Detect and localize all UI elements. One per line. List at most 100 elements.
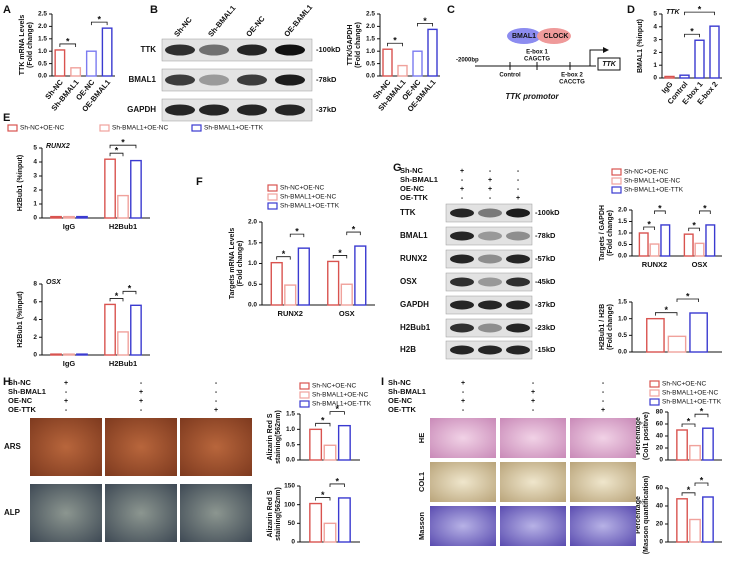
significance-bracket: [684, 33, 700, 38]
y-tick-label: 2: [33, 187, 37, 194]
panel-label: C: [447, 4, 455, 16]
y-tick-label: 4: [653, 24, 657, 31]
significance-bracket: [684, 11, 715, 16]
condition-sign: -: [461, 177, 464, 184]
panel-label: D: [627, 4, 635, 16]
blot-row-label: OSX: [400, 277, 418, 286]
bar: [76, 215, 88, 219]
row-label: HE: [417, 433, 426, 443]
micrograph: [105, 484, 177, 542]
bar: [337, 497, 351, 543]
blot-row-label: H2B: [400, 345, 416, 354]
bar: [50, 215, 62, 219]
y-tick-label: 1.5: [248, 239, 257, 246]
y-axis-label: Alizarin Red S: [267, 413, 274, 460]
y-tick-label: 40: [656, 433, 664, 440]
condition-sign: -: [517, 168, 520, 175]
y-tick-label: 60: [656, 485, 664, 492]
significance-mark: *: [698, 5, 702, 15]
significance-mark: *: [295, 227, 299, 237]
y-tick-label: 0.5: [286, 441, 295, 448]
y-axis-label: H2Bub1 (%input): [17, 291, 24, 347]
x-tick-label: IgG: [63, 222, 76, 231]
y-tick-label: 3: [653, 36, 657, 43]
lane-label: OE-BAML1: [282, 3, 314, 39]
significance-bracket: [109, 298, 124, 302]
blot-row-label: GAPDH: [400, 300, 429, 309]
panel-label: B: [150, 4, 158, 16]
y-tick-label: 40: [656, 503, 664, 510]
y-axis-label: (Fold change): [607, 210, 614, 256]
bar: [130, 304, 142, 356]
legend-label: Sh-BMAL1+OE-NC: [112, 125, 168, 132]
significance-bracket: [688, 227, 700, 232]
y-tick-label: 5: [33, 145, 37, 152]
condition-sign: +: [139, 389, 143, 396]
y-tick-label: 2.0: [38, 23, 47, 30]
condition-sign: +: [531, 389, 535, 396]
y-axis-label: Targets / GAPDH: [599, 205, 606, 261]
y-tick-label: 1.5: [38, 36, 47, 43]
condition-label: OE-TTK: [400, 193, 428, 202]
condition-sign: +: [531, 398, 535, 405]
y-axis-label: Alizarin Red S: [267, 490, 274, 537]
blot-band: [506, 231, 530, 241]
legend-label: Sh-NC+OE-NC: [312, 383, 357, 390]
condition-label: Sh-BMAL1: [400, 175, 438, 184]
significance-bracket: [329, 483, 345, 487]
x-tick-label: RUNX2: [642, 260, 667, 269]
blot-size-label: -100kD: [316, 45, 341, 54]
legend-label: Sh-NC+OE-NC: [20, 125, 65, 132]
y-axis-label: (Fold change): [237, 241, 244, 287]
blot-band: [275, 74, 305, 86]
lane-label: OE-NC: [244, 14, 267, 39]
legend-swatch: [99, 124, 110, 132]
significance-mark: *: [393, 36, 397, 46]
micrograph: [105, 418, 177, 476]
blot-band: [275, 104, 305, 116]
blot-band: [450, 208, 474, 218]
condition-sign: +: [516, 195, 520, 202]
condition-sign: -: [602, 380, 605, 387]
condition-sign: -: [140, 380, 143, 387]
y-tick-label: 0.5: [248, 281, 257, 288]
condition-sign: -: [215, 389, 218, 396]
bar-chart: 0.0 0.5 1.0 1.5 2.0 Targets mRNA Levels (Fold …: [229, 184, 375, 318]
lane-label: Sh-NC: [172, 15, 194, 39]
legend-swatch: [611, 168, 622, 176]
x-tick-label: IgG: [63, 359, 76, 368]
legend-swatch: [267, 193, 278, 201]
y-tick-label: 0.0: [286, 457, 295, 464]
bar: [676, 429, 688, 461]
bar: [689, 312, 708, 353]
blot-size-label: -78kD: [535, 231, 556, 240]
bar: [427, 28, 438, 77]
y-axis-label: staining(562nm): [275, 487, 282, 541]
bar: [709, 25, 720, 79]
blot-band: [165, 74, 195, 86]
start-label: -2000bp: [456, 58, 479, 64]
bar-chart: 0 1 2 3 4 5 H2Bub1 (%input) RUNX2 IgG H2Bub1 ** Sh-…: [7, 124, 264, 231]
legend-swatch: [649, 380, 660, 388]
significance-bracket: [699, 210, 711, 214]
significance-bracket: [109, 152, 124, 157]
y-axis-label: H2Bub1 (%input): [17, 155, 24, 211]
y-axis-label: TTK/GAPDH: [347, 25, 354, 66]
blot-strip: [445, 249, 533, 269]
micrograph: [570, 462, 636, 502]
blot-row-label: BMAL1: [400, 231, 428, 240]
y-tick-label: 100: [284, 501, 295, 508]
condition-sign: -: [489, 168, 492, 175]
micrograph: [30, 484, 102, 542]
significance-mark: *: [658, 203, 662, 213]
y-tick-label: 20: [656, 521, 664, 528]
y-tick-label: 1.0: [38, 48, 47, 55]
blot-band: [506, 254, 530, 264]
significance-mark: *: [128, 284, 132, 294]
y-tick-label: 2: [33, 334, 37, 341]
condition-sign: +: [460, 168, 464, 175]
blot-band: [506, 323, 530, 333]
blot-band: [478, 300, 502, 310]
significance-bracket: [289, 233, 305, 238]
y-axis-label: Targets mRNA Levels: [229, 228, 236, 300]
